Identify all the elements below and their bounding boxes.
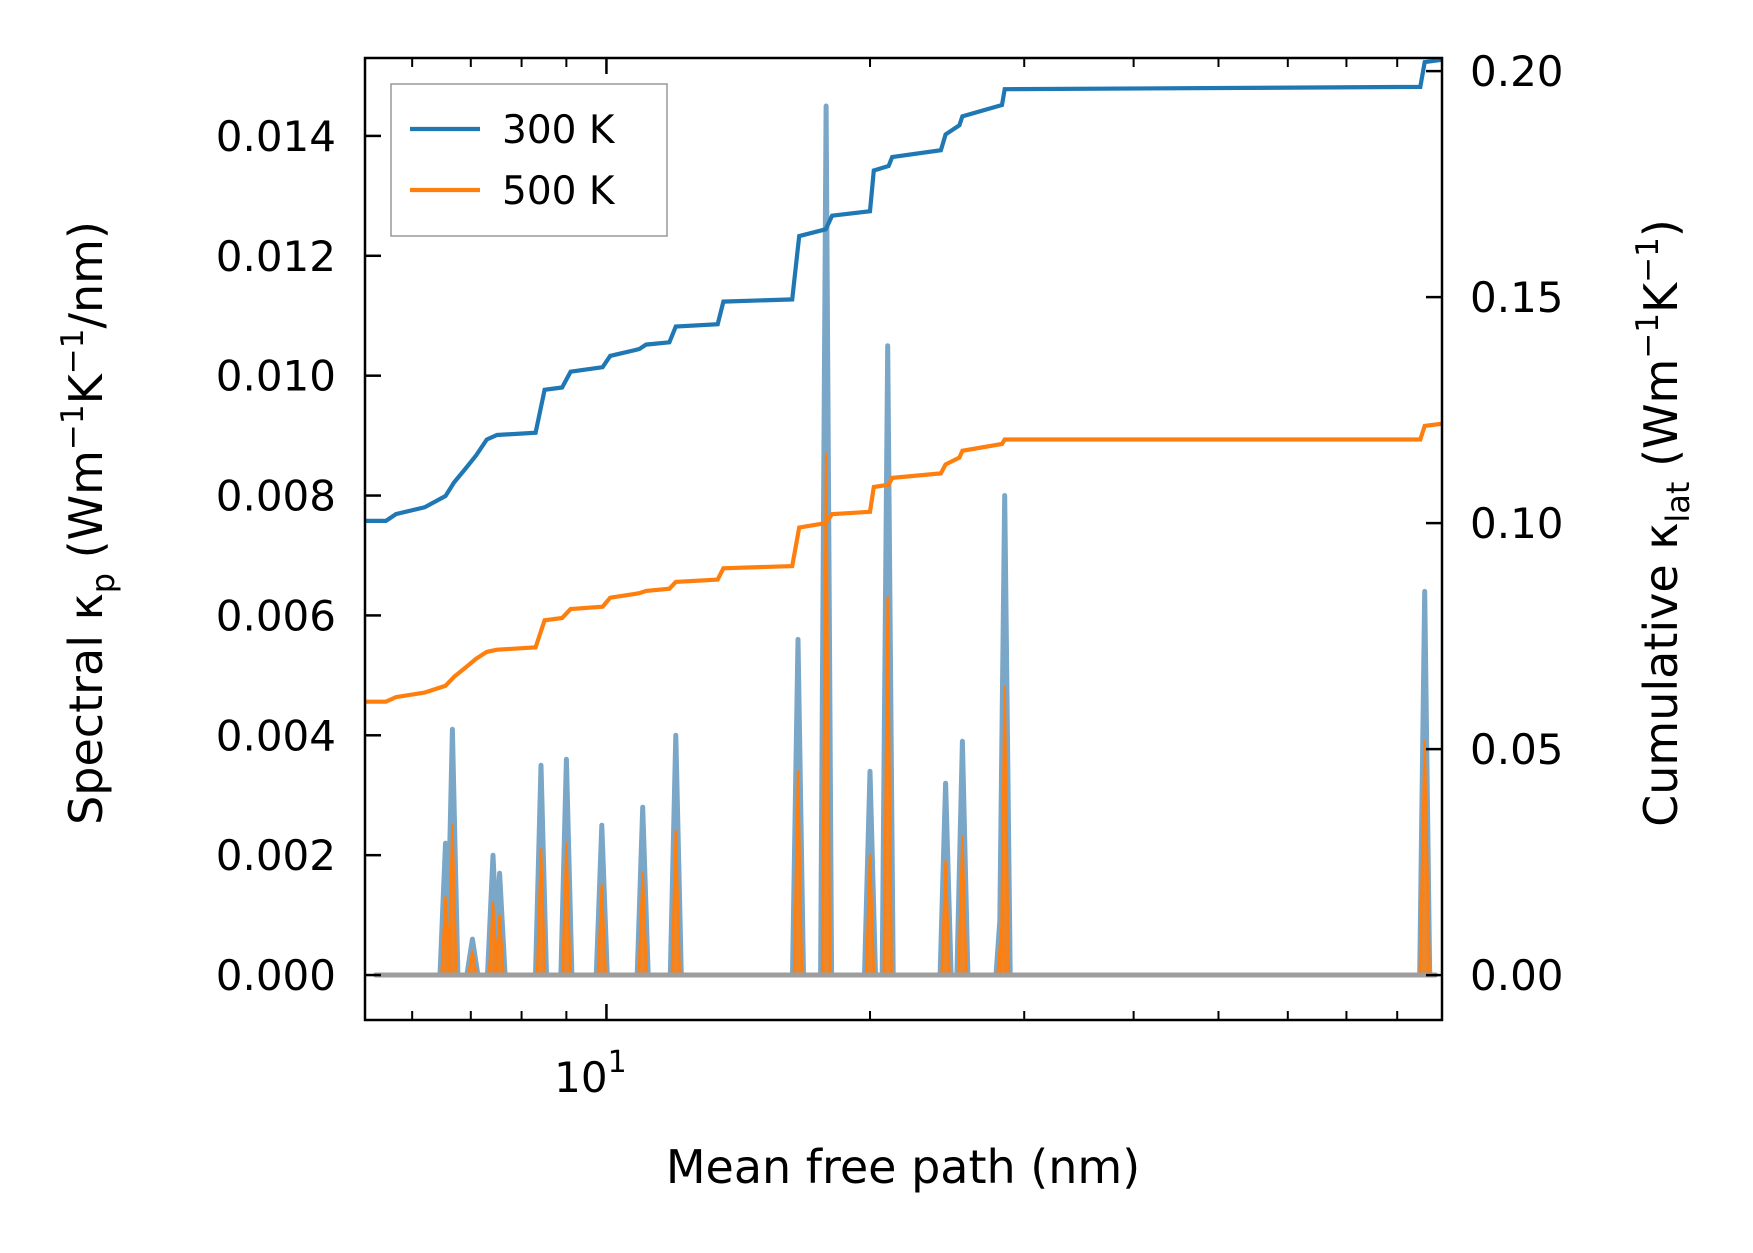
plot-layer: [365, 58, 1442, 978]
y-right-axis-title-subscript: lat: [1659, 482, 1697, 523]
y-left-tick-label: 0.004: [216, 711, 336, 760]
axes-layer: 101 0.000 0.002 0.004 0.006 0.008 0.010 0.012 0.…: [55, 47, 1697, 1194]
y-right-tick-label: 0.15: [1470, 273, 1564, 322]
y-right-axis-title: Cumulative κlat (Wm−1K−1): [1630, 219, 1697, 827]
y-right-tick-label: 0.05: [1470, 725, 1564, 774]
y-right-tick-label: 0.10: [1470, 499, 1564, 548]
x-tick-label-base: 10: [554, 1053, 607, 1102]
y-left-axis-title-text: /nm): [59, 221, 113, 328]
y-right-axis-title-text: Cumulative κ: [1634, 523, 1688, 827]
spectral-area-500k: [374, 452, 1437, 977]
y-right-axis-title-text: K: [1634, 281, 1688, 313]
y-left-axis-title: Spectral κp (Wm−1K−1/nm): [55, 221, 122, 825]
y-left-axis-title-text: K: [59, 372, 113, 404]
y-left-axis-title-text: (Wm: [59, 450, 113, 573]
y-left-tick-label: 0.006: [216, 591, 336, 640]
x-axis-title: Mean free path (nm): [666, 1140, 1140, 1194]
y-left-tick-label: 0.002: [216, 831, 336, 880]
cumulative-line-300k: [365, 58, 1442, 523]
y-left-tick-label: 0.014: [216, 112, 336, 161]
legend-label: 300 K: [502, 108, 616, 153]
y-right-axis-title-text: (Wm: [1634, 359, 1688, 482]
legend-layer: 300 K 500 K: [390, 83, 668, 237]
y-left-tick-label: 0.008: [216, 472, 336, 521]
cumulative-line-500k: [365, 421, 1442, 704]
y-left-axis-title-text: Spectral κ: [59, 593, 113, 825]
y-right-axis-title-superscript: −1: [1630, 237, 1666, 283]
y-left-tick-label: 0.010: [216, 352, 336, 401]
legend-label: 500 K: [502, 169, 616, 214]
legend-box: [390, 83, 668, 237]
y-right-tick-label: 0.20: [1470, 47, 1564, 96]
y-left-tick-label: 0.012: [216, 232, 336, 281]
y-left-axis-title-subscript: p: [84, 573, 122, 593]
plot-frame: [363, 56, 1444, 1022]
x-tick-label-exp: 1: [608, 1045, 627, 1080]
y-left-axis-title-superscript: −1: [55, 329, 91, 375]
y-left-tick-label: 0.000: [216, 951, 336, 1000]
y-left-axis-title-superscript: −1: [55, 404, 91, 450]
y-right-axis-title-superscript: −1: [1630, 313, 1666, 359]
y-right-axis-title-text: ): [1634, 219, 1688, 237]
y-right-tick-label: 0.00: [1470, 951, 1564, 1000]
x-tick-label: 101: [554, 1045, 627, 1102]
